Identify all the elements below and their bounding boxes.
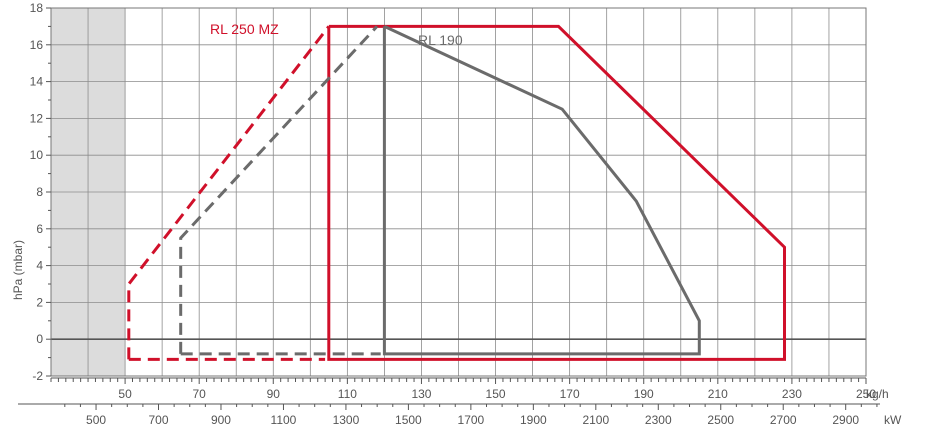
kw-tick-label: 2900: [832, 413, 859, 427]
x-axis-unit-kgh: kg/h: [866, 387, 889, 401]
series-label-rl250mz: RL 250 MZ: [210, 21, 279, 37]
y-tick-label: 4: [36, 259, 43, 273]
series-rl190-solid-line: [382, 25, 701, 356]
y-tick-label: 2: [36, 295, 43, 309]
y-axis-title: hPa (mbar): [11, 240, 25, 300]
kw-tick-label: 1900: [520, 413, 547, 427]
kgh-tick-label: 210: [708, 387, 728, 401]
y-tick-label: 14: [30, 75, 44, 89]
label-layer: hPa (mbar) kg/h kW RL 250 MZ RL 190: [11, 21, 902, 427]
x-axis-unit-kw: kW: [884, 413, 902, 427]
kw-tick-label: 2500: [707, 413, 734, 427]
kgh-tick-label: 50: [118, 387, 132, 401]
y-tick-label: -2: [32, 369, 43, 383]
y-tick-label: 12: [30, 111, 44, 125]
y-tick-label: 8: [36, 185, 43, 199]
kgh-tick-label: 250: [856, 387, 876, 401]
grid-layer: [50, 7, 867, 377]
y-tick-label: 0: [36, 332, 43, 346]
series-rl250mz-solid-line: [327, 24, 786, 361]
kgh-tick-label: 230: [782, 387, 802, 401]
kgh-tick-label: 130: [411, 387, 431, 401]
kw-tick-label: 2100: [582, 413, 609, 427]
kw-tick-label: 1300: [333, 413, 360, 427]
series-rl190-dashed-line: [179, 25, 379, 354]
kgh-tick-label: 90: [267, 387, 281, 401]
series-rl250mz-dashed-line: [127, 25, 330, 360]
kw-tick-label: 2700: [770, 413, 797, 427]
kw-tick-label: 1700: [458, 413, 485, 427]
y-tick-label: 10: [30, 148, 44, 162]
kw-tick-label: 700: [148, 413, 168, 427]
kgh-tick-label: 70: [193, 387, 207, 401]
y-tick-label: 16: [30, 38, 44, 52]
y-tick-label: 6: [36, 222, 43, 236]
kw-tick-label: 900: [211, 413, 231, 427]
axis-layer: -2 0 2 4 6 8 10 12 14 16 18 50 70 90 110 130 150 170 190 21…: [18, 1, 880, 427]
kw-tick-label: 500: [86, 413, 106, 427]
kw-tick-label: 2300: [645, 413, 672, 427]
kgh-tick-label: 190: [634, 387, 654, 401]
series-layer: [127, 24, 786, 361]
kgh-tick-label: 170: [560, 387, 580, 401]
series-label-rl190: RL 190: [418, 32, 463, 48]
kw-tick-label: 1500: [395, 413, 422, 427]
kgh-tick-label: 110: [338, 387, 357, 401]
kw-tick-label: 1100: [271, 413, 297, 427]
kgh-tick-label: 150: [486, 387, 506, 401]
y-tick-label: 18: [30, 1, 44, 15]
